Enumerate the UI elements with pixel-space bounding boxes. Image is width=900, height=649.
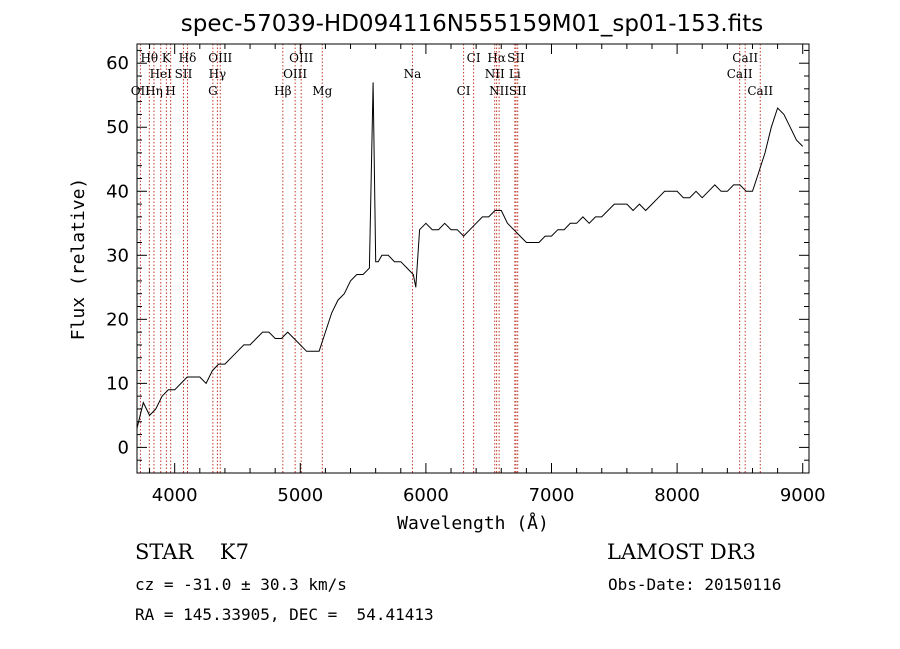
y-tick-label: 30 xyxy=(106,245,129,266)
spectrum-line xyxy=(136,82,804,429)
line-label: Na xyxy=(404,67,422,81)
line-label: SII xyxy=(507,51,525,65)
observation-date: Obs-Date: 20150116 xyxy=(608,575,782,594)
y-tick-label: 40 xyxy=(106,181,129,202)
line-label: Hη xyxy=(145,84,163,98)
y-axis-label: Flux (relative) xyxy=(68,178,89,341)
plot-frame xyxy=(136,43,810,474)
y-tick-label: 10 xyxy=(106,373,129,394)
line-label: K xyxy=(162,51,172,65)
y-tick-label: 20 xyxy=(106,309,129,330)
line-label: Hα xyxy=(487,51,506,65)
sky-coordinates: RA = 145.33905, DEC = 54.41413 xyxy=(135,605,434,624)
x-axis-label: Wavelength (Å) xyxy=(397,512,549,534)
line-label: H xyxy=(165,84,175,98)
line-label: CI xyxy=(457,84,471,98)
line-label: Hβ xyxy=(274,84,291,98)
y-tick-label: 50 xyxy=(106,117,129,138)
line-label: CI xyxy=(467,51,481,65)
redshift-velocity: cz = -31.0 ± 30.3 km/s xyxy=(135,575,347,594)
chart-title: spec-57039-HD094116N555159M01_sp01-153.f… xyxy=(181,11,763,37)
line-label: SII xyxy=(175,67,193,81)
line-label: Mg xyxy=(312,84,332,98)
line-label: NII xyxy=(489,84,509,98)
x-tick-label: 5000 xyxy=(277,485,323,506)
line-label: NII xyxy=(485,67,505,81)
line-label: OIII xyxy=(208,51,232,65)
y-axis: 0 10 20 30 40 50 60 xyxy=(106,49,809,461)
line-label: CaII xyxy=(732,51,758,65)
line-label: G xyxy=(208,84,218,98)
x-tick-label: 4000 xyxy=(152,485,198,506)
y-tick-label: 0 xyxy=(118,437,129,458)
x-tick-label: 8000 xyxy=(654,485,700,506)
survey-name: LAMOST DR3 xyxy=(607,540,756,564)
line-label: CaII xyxy=(747,84,773,98)
x-tick-label: 9000 xyxy=(780,485,826,506)
x-tick-label: 7000 xyxy=(529,485,575,506)
line-label: OII xyxy=(131,84,151,98)
line-label: Hδ xyxy=(179,51,197,65)
line-label: Li xyxy=(509,67,521,81)
line-label: CaII xyxy=(727,67,753,81)
line-label: Hγ xyxy=(209,67,227,81)
x-axis: 4000 5000 6000 7000 8000 9000 xyxy=(149,44,826,506)
line-label: OIII xyxy=(289,51,313,65)
line-label: HeI xyxy=(150,67,173,81)
line-label: SII xyxy=(509,84,527,98)
y-tick-label: 60 xyxy=(106,53,129,74)
object-class: STAR K7 xyxy=(135,540,249,564)
x-tick-label: 6000 xyxy=(403,485,449,506)
line-label: OIII xyxy=(283,67,307,81)
